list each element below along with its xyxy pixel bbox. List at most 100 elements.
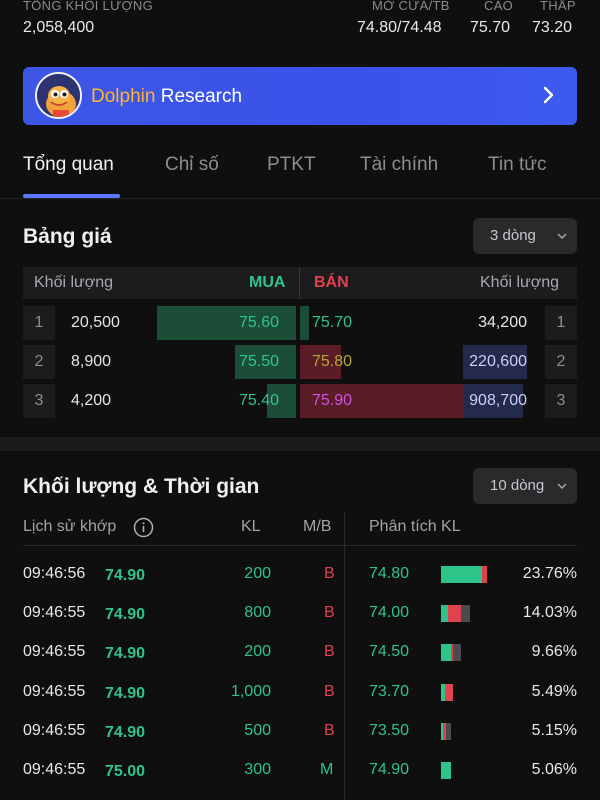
- trade-side: M: [320, 761, 334, 778]
- buy-volume: 4,200: [71, 392, 112, 409]
- price-board-rows-value: 3 dòng: [490, 227, 536, 244]
- analysis-sell-bar: [482, 566, 487, 583]
- trade-volume: 1,000: [230, 683, 271, 700]
- sell-volume-bar: [463, 345, 527, 379]
- chevron-right-icon[interactable]: [537, 84, 559, 106]
- sell-depth-bar: [300, 384, 480, 418]
- analysis-percent: 5.15%: [531, 722, 577, 739]
- sell-volume: 908,700: [469, 392, 527, 409]
- order-book-row[interactable]: 2 8,900 75.50 75.80 220,600 2: [23, 345, 577, 379]
- tab-technical[interactable]: PTKT: [267, 154, 316, 175]
- analysis-sell-bar: [445, 684, 453, 701]
- row-index-left: 2: [23, 345, 55, 379]
- trade-volume: 500: [244, 722, 271, 739]
- buy-price[interactable]: 75.50: [239, 353, 280, 370]
- trades-divider: [344, 512, 345, 800]
- sell-price[interactable]: 75.80: [312, 353, 353, 370]
- high-label: CAO: [484, 0, 514, 13]
- buy-depth-bar: [235, 345, 296, 379]
- header-buy: MUA: [249, 274, 286, 291]
- sell-depth-bar: [300, 345, 341, 379]
- trade-side: B: [324, 565, 335, 582]
- trade-side: B: [324, 604, 335, 621]
- tab-bar: Tổng quan Chỉ số PTKT Tài chính Tin tức: [0, 140, 600, 200]
- buy-price[interactable]: 75.40: [239, 392, 280, 409]
- trades-rows-dropdown[interactable]: 10 dòng: [473, 468, 577, 504]
- analysis-buy-bar: [441, 762, 451, 779]
- order-book-row[interactable]: 1 20,500 75.60 75.70 34,200 1: [23, 306, 577, 340]
- dolphin-avatar: [35, 72, 82, 119]
- analysis-price-level: 73.50: [369, 722, 410, 739]
- chevron-down-icon: [557, 233, 567, 240]
- trade-price: 74.90: [105, 724, 146, 741]
- buy-volume: 20,500: [71, 314, 120, 331]
- dolphin-research-banner[interactable]: Dolphin Research: [23, 67, 577, 125]
- trade-side: B: [324, 722, 335, 739]
- header-history: Lịch sử khớp: [23, 518, 117, 535]
- row-index-right: 2: [545, 345, 577, 379]
- sell-price[interactable]: 75.90: [312, 392, 353, 409]
- trade-side: B: [324, 683, 335, 700]
- analysis-price-level: 74.90: [369, 761, 410, 778]
- banner-title: Dolphin Research: [91, 86, 242, 108]
- analysis-buy-bar: [441, 566, 482, 583]
- trades-header-line: [23, 545, 577, 546]
- open-avg-label: MỞ CỬA/TB: [372, 0, 450, 13]
- analysis-other-bar: [446, 723, 451, 740]
- trade-time: 09:46:55: [23, 722, 86, 739]
- sell-volume-bar: [463, 384, 523, 418]
- header-volume-left: Khối lượng: [34, 274, 114, 291]
- banner-title-dolphin: Dolphin: [91, 86, 156, 107]
- open-avg-value: 74.80/74.48: [357, 19, 442, 36]
- analysis-percent: 14.03%: [522, 604, 577, 621]
- analysis-other-bar: [453, 644, 461, 661]
- trade-price: 74.90: [105, 606, 146, 623]
- analysis-price-level: 74.50: [369, 643, 410, 660]
- analysis-sell-bar: [448, 605, 461, 622]
- order-book-row[interactable]: 3 4,200 75.40 75.90 908,700 3: [23, 384, 577, 418]
- row-index-left: 1: [23, 306, 55, 340]
- trade-time: 09:46:55: [23, 683, 86, 700]
- low-value: 73.20: [532, 19, 573, 36]
- active-tab-indicator: [23, 194, 120, 198]
- trade-time: 09:46:55: [23, 643, 86, 660]
- tab-overview[interactable]: Tổng quan: [23, 154, 114, 175]
- analysis-price-level: 74.80: [369, 565, 410, 582]
- row-index-left: 3: [23, 384, 55, 418]
- tab-financials[interactable]: Tài chính: [360, 154, 439, 175]
- analysis-sell-bar: [451, 644, 453, 661]
- trade-price: 74.90: [105, 685, 146, 702]
- tab-news[interactable]: Tin tức: [488, 154, 547, 175]
- banner-title-research: Research: [160, 86, 243, 107]
- analysis-buy-bar: [441, 644, 451, 661]
- header-kl: KL: [241, 518, 261, 535]
- header-divider: [299, 267, 300, 299]
- analysis-price-level: 74.00: [369, 604, 410, 621]
- row-index-right: 3: [545, 384, 577, 418]
- total-volume-value: 2,058,400: [23, 19, 95, 36]
- stats-bar: TỔNG KHỐI LƯỢNG 2,058,400 MỞ CỬA/TB 74.8…: [0, 0, 600, 52]
- buy-price[interactable]: 75.60: [239, 314, 280, 331]
- price-board-header: Khối lượng MUA BÁN Khối lượng: [23, 267, 577, 299]
- trade-price: 74.90: [105, 645, 146, 662]
- tab-indices[interactable]: Chỉ số: [165, 154, 219, 175]
- analysis-percent: 9.66%: [531, 643, 577, 660]
- info-icon[interactable]: [133, 517, 154, 538]
- price-board-rows-dropdown[interactable]: 3 dòng: [473, 218, 577, 254]
- trade-time: 09:46:55: [23, 761, 86, 778]
- trade-volume: 200: [244, 565, 271, 582]
- high-value: 75.70: [470, 19, 511, 36]
- analysis-buy-bar: [441, 723, 443, 740]
- trade-time: 09:46:56: [23, 565, 86, 582]
- trades-rows-value: 10 dòng: [490, 477, 545, 494]
- low-label: THẤP: [540, 0, 576, 13]
- trade-volume: 200: [244, 643, 271, 660]
- analysis-percent: 5.06%: [531, 761, 577, 778]
- header-mb: M/B: [303, 518, 332, 535]
- trade-time: 09:46:55: [23, 604, 86, 621]
- sell-depth-bar: [300, 306, 309, 340]
- price-board-title: Bảng giá: [23, 225, 112, 248]
- analysis-percent: 5.49%: [531, 683, 577, 700]
- sell-price[interactable]: 75.70: [312, 314, 353, 331]
- row-index-right: 1: [545, 306, 577, 340]
